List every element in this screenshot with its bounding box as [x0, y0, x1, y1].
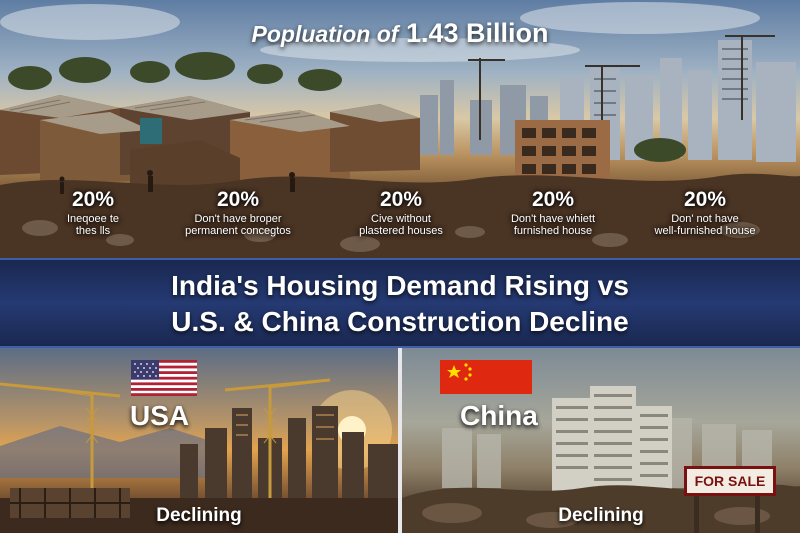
stat-item: 20% Cive without plastered houses	[326, 188, 476, 237]
usa-city-illustration	[0, 360, 398, 533]
usa-label: USA	[130, 400, 190, 431]
usa-flag-icon	[131, 360, 197, 396]
china-city-illustration	[402, 360, 800, 533]
stat-item: 20% Ineqoee te thes lls	[18, 188, 168, 237]
housing-stats: 20% Ineqoee te thes lls 20% Don't have b…	[0, 188, 800, 248]
stat-description: Ineqoee te thes lls	[67, 213, 119, 237]
slum-and-city-illustration	[0, 2, 800, 258]
headline-banner: India's Housing Demand Rising vs U.S. & …	[0, 258, 800, 348]
china-label: China	[460, 400, 538, 431]
stat-description: Don' not have well-furnished house	[654, 213, 756, 237]
stat-percent: 20%	[683, 188, 727, 211]
stat-item: 20% Don't have broper permanent concegto…	[163, 188, 313, 237]
stat-percent: 20%	[531, 188, 575, 211]
stat-description: Don't have whiett furnished house	[510, 213, 596, 237]
for-sale-sign: FOR SALE	[684, 466, 776, 496]
stat-percent: 20%	[71, 188, 115, 211]
headline-line-1: India's Housing Demand Rising vs	[171, 270, 629, 301]
population-title-lead: Popluation of	[251, 21, 399, 47]
stat-percent: 20%	[216, 188, 260, 211]
headline-line-2: U.S. & China Construction Decline	[171, 306, 629, 337]
stat-description: Cive without plastered houses	[359, 213, 443, 237]
usa-panel: USA Declining	[0, 348, 398, 533]
china-flag-icon	[440, 360, 532, 394]
stat-item: 20% Don' not have well-furnished house	[630, 188, 780, 237]
population-number: 1.43 Billion	[405, 18, 549, 48]
china-panel: China FOR SALE Declining	[402, 348, 800, 533]
india-housing-scene: Popluation of 1.43 Billion 20% Ineqoee t…	[0, 0, 800, 258]
stat-item: 20% Don't have whiett furnished house	[478, 188, 628, 237]
stat-description: Don't have broper permanent concegtos	[185, 213, 291, 237]
panel-divider	[398, 348, 402, 533]
stat-percent: 20%	[379, 188, 423, 211]
population-title: Popluation of 1.43 Billion	[0, 18, 800, 49]
china-status: Declining	[558, 505, 644, 526]
usa-status: Declining	[156, 505, 242, 526]
